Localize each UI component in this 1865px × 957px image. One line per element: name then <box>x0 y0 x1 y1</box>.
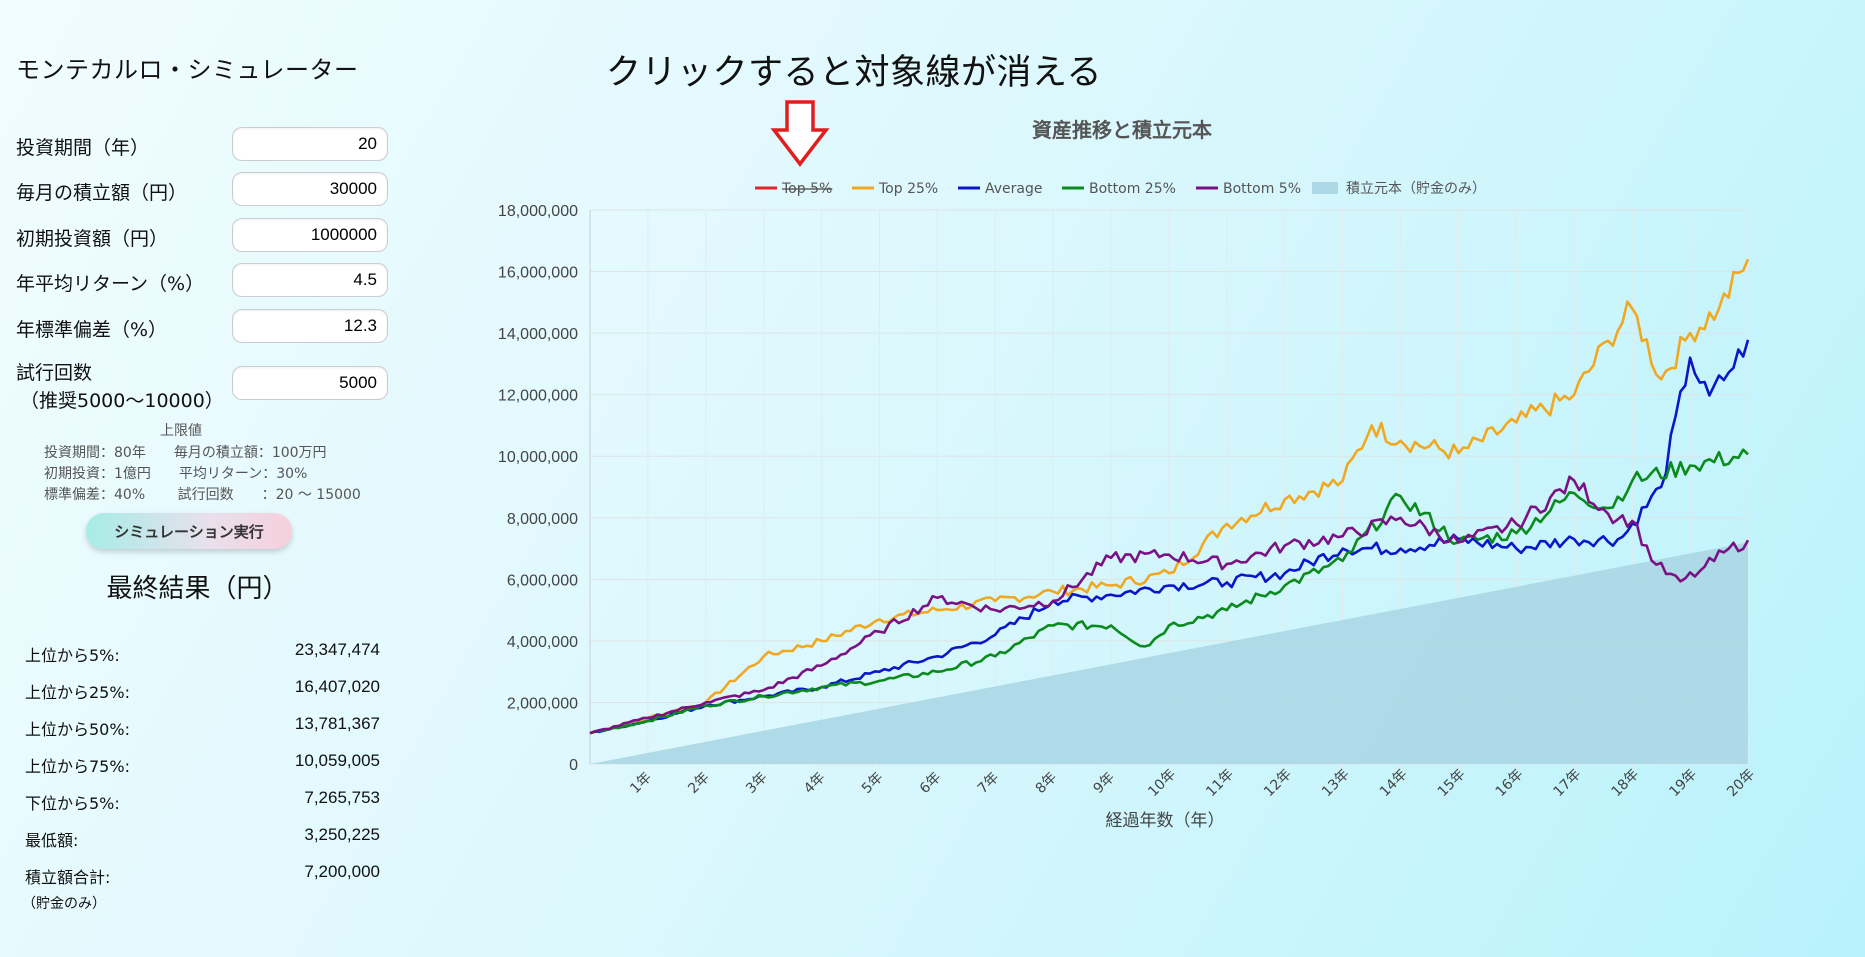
x-tick-label: 1年 <box>627 769 655 797</box>
x-tick-label: 20年 <box>1724 766 1758 800</box>
limits-row: 標準偏差：40% 試行回数 ：20 〜 15000 <box>44 487 361 503</box>
run-simulation-button[interactable]: シミュレーション実行 <box>86 513 292 549</box>
x-tick-label: 2年 <box>685 769 713 797</box>
result-label: 上位から75%: <box>25 757 130 776</box>
series-line[interactable] <box>589 448 1749 735</box>
x-tick-label: 11年 <box>1203 766 1237 800</box>
result-value: 7,265,753 <box>304 788 380 807</box>
y-tick-label: 16,000,000 <box>498 265 578 282</box>
x-tick-label: 13年 <box>1319 766 1353 800</box>
series-line[interactable] <box>589 475 1750 735</box>
label-monthly-contribution: 毎月の積立額（円） <box>16 182 188 204</box>
label-annual-stddev: 年標準偏差（%） <box>16 319 168 341</box>
y-tick-label: 10,000,000 <box>498 449 578 466</box>
legend-label: Bottom 25% <box>1089 181 1176 197</box>
results-title: 最終結果（円） <box>106 574 289 604</box>
x-tick-label: 8年 <box>1033 769 1061 797</box>
legend-item[interactable]: 積立元本（貯金のみ） <box>1312 181 1486 197</box>
x-tick-label: 5年 <box>859 769 887 797</box>
y-tick-label: 8,000,000 <box>507 511 578 528</box>
x-tick-label: 19年 <box>1666 766 1700 800</box>
x-tick-label: 17年 <box>1551 766 1585 800</box>
legend-item[interactable]: Bottom 25% <box>1062 181 1176 197</box>
result-label: 上位から5%: <box>25 646 120 665</box>
investment-period-input[interactable] <box>232 127 388 161</box>
monthly-contribution-input[interactable] <box>232 172 388 206</box>
result-value: 10,059,005 <box>294 751 380 770</box>
annual-stddev-input[interactable] <box>232 309 388 343</box>
y-tick-label: 12,000,000 <box>498 388 578 405</box>
result-value: 13,781,367 <box>294 714 380 733</box>
result-value: 7,200,000 <box>304 862 380 881</box>
label-trial-count: 試行回数 <box>16 362 93 384</box>
result-value: 23,347,474 <box>294 640 380 659</box>
annual-return-input[interactable] <box>232 263 388 297</box>
limits-row: 初期投資：1億円 平均リターン：30% <box>44 466 308 482</box>
legend-label: 積立元本（貯金のみ） <box>1346 181 1486 197</box>
x-tick-label: 12年 <box>1261 766 1295 800</box>
result-value: 3,250,225 <box>304 825 380 844</box>
chart-title: 資産推移と積立元本 <box>1032 118 1212 142</box>
legend-item[interactable]: Bottom 5% <box>1196 181 1301 197</box>
x-tick-label: 3年 <box>743 769 771 797</box>
down-arrow-icon <box>770 100 830 167</box>
legend-label: Average <box>985 181 1043 197</box>
result-note: （貯金のみ） <box>22 896 106 912</box>
x-tick-label: 6年 <box>917 769 945 797</box>
result-label: 下位から5%: <box>25 794 120 813</box>
label-investment-period: 投資期間（年） <box>16 137 150 159</box>
annotation-text: クリックすると対象線が消える <box>606 53 1102 93</box>
legend-label: Top 25% <box>878 181 938 197</box>
x-tick-label: 10年 <box>1145 766 1179 800</box>
x-tick-label: 14年 <box>1377 766 1411 800</box>
series-line[interactable] <box>589 258 1750 735</box>
x-axis-label: 経過年数（年） <box>1106 811 1225 831</box>
result-label: 積立額合計: <box>25 868 111 887</box>
x-tick-label: 18年 <box>1608 766 1642 800</box>
legend-item[interactable]: Top 5% <box>755 181 832 197</box>
initial-investment-input[interactable] <box>232 218 388 252</box>
label-annual-return: 年平均リターン（%） <box>16 273 205 295</box>
app-title: モンテカルロ・シミュレーター <box>16 56 359 84</box>
result-label: 上位から50%: <box>25 720 130 739</box>
x-tick-label: 16年 <box>1493 766 1527 800</box>
y-tick-label: 2,000,000 <box>507 695 578 712</box>
limits-title: 上限値 <box>160 423 202 439</box>
legend-label: Top 5% <box>781 181 832 197</box>
y-tick-label: 18,000,000 <box>498 203 578 220</box>
y-tick-label: 4,000,000 <box>507 634 578 651</box>
y-tick-label: 0 <box>569 757 578 774</box>
y-tick-label: 14,000,000 <box>498 326 578 343</box>
trial-count-input[interactable] <box>232 366 388 400</box>
legend-item[interactable]: Top 25% <box>852 181 938 197</box>
legend-item[interactable]: Average <box>958 181 1043 197</box>
area-principal <box>590 542 1748 764</box>
limits-row: 投資期間：80年 毎月の積立額：100万円 <box>44 445 327 461</box>
x-tick-label: 4年 <box>801 769 829 797</box>
y-tick-label: 6,000,000 <box>507 572 578 589</box>
x-tick-label: 7年 <box>975 769 1003 797</box>
label-initial-investment: 初期投資額（円） <box>16 228 169 250</box>
legend-label: Bottom 5% <box>1223 181 1301 197</box>
x-tick-label: 9年 <box>1091 769 1119 797</box>
legend-swatch <box>1312 182 1338 194</box>
result-label: 最低額: <box>25 831 79 850</box>
result-value: 16,407,020 <box>294 677 380 696</box>
label-trial-count-recommendation: （推奨5000〜10000） <box>20 390 224 412</box>
x-tick-label: 15年 <box>1435 766 1469 800</box>
result-label: 上位から25%: <box>25 683 130 702</box>
